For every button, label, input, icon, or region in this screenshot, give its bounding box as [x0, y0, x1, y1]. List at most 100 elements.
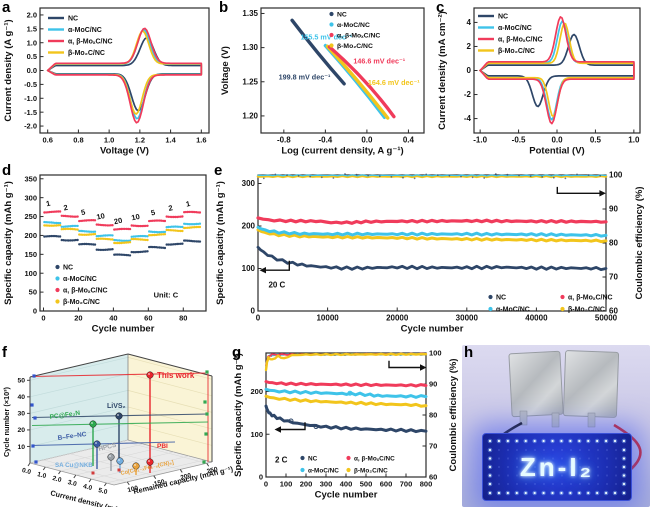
- svg-text:100: 100: [250, 430, 263, 439]
- chart-b-canvas: -0.8 -0.4 0.0 0.4 1.20 1.25 1.30 1.35 Log (curre…: [220, 7, 425, 157]
- svg-text:164.6 mV dec⁻¹: 164.6 mV dec⁻¹: [368, 78, 420, 87]
- svg-text:0.5: 0.5: [590, 136, 602, 145]
- svg-text:0: 0: [467, 66, 472, 75]
- panel-g-letter: g: [232, 344, 242, 361]
- svg-text:30000: 30000: [456, 314, 479, 323]
- svg-text:600: 600: [380, 480, 393, 489]
- svg-text:Cycle number: Cycle number: [401, 324, 464, 335]
- led-dots: [487, 438, 627, 496]
- svg-text:Cycle number: Cycle number: [92, 324, 155, 335]
- svg-text:20 C: 20 C: [268, 281, 285, 290]
- svg-text:NC: NC: [498, 14, 508, 21]
- svg-text:70: 70: [609, 273, 618, 282]
- svg-text:200: 200: [24, 231, 37, 240]
- svg-text:4: 4: [467, 18, 472, 27]
- chart-c-canvas: -1.0 -0.5 0.0 0.5 1.0 -4 -2 0 2 4 Potential (V) Cur…: [437, 7, 641, 157]
- svg-text:NC: NC: [337, 12, 347, 19]
- svg-text:1.20: 1.20: [242, 112, 258, 121]
- panel-g-cycling-2c: 0 100 200 300 400 500 600 700 800 0 100 200 60 70 80 90…: [230, 344, 462, 507]
- svg-text:30: 30: [17, 411, 25, 418]
- svg-text:α-MoC/NC: α-MoC/NC: [68, 27, 102, 34]
- svg-text:1.0: 1.0: [628, 136, 640, 145]
- led-display-board: Zn-I₂: [482, 433, 632, 501]
- svg-text:0: 0: [256, 314, 261, 323]
- svg-text:250: 250: [206, 466, 219, 476]
- svg-text:2.0: 2.0: [52, 475, 63, 484]
- svg-text:2: 2: [63, 203, 69, 213]
- svg-text:155.5 mV dec⁻¹: 155.5 mV dec⁻¹: [300, 32, 352, 41]
- svg-text:100: 100: [609, 171, 623, 180]
- svg-text:0: 0: [259, 473, 263, 482]
- svg-text:α-MoC/NC: α-MoC/NC: [496, 307, 530, 314]
- svg-text:60: 60: [609, 307, 618, 316]
- svg-text:Voltage (V): Voltage (V): [220, 46, 231, 95]
- svg-text:10: 10: [131, 212, 141, 223]
- svg-text:2: 2: [467, 42, 472, 51]
- svg-text:20000: 20000: [386, 314, 409, 323]
- svg-text:0.6: 0.6: [42, 136, 52, 145]
- svg-text:200: 200: [242, 222, 256, 231]
- svg-text:40: 40: [109, 314, 117, 323]
- svg-text:β-Mo₂C/NC: β-Mo₂C/NC: [337, 43, 373, 50]
- svg-text:300: 300: [320, 480, 333, 489]
- svg-text:-1.0: -1.0: [24, 94, 37, 103]
- svg-text:α-MoC/NC: α-MoC/NC: [498, 25, 532, 32]
- svg-text:10000: 10000: [316, 314, 339, 323]
- svg-text:1.35: 1.35: [242, 9, 258, 18]
- svg-text:60: 60: [144, 314, 152, 323]
- panel-d-rate-capability: 0 20 40 60 80 0 50 100 150 200 250 300 350 Cycle numb…: [0, 162, 212, 345]
- svg-text:Coulombic efficiency (%): Coulombic efficiency (%): [448, 359, 459, 472]
- svg-text:350: 350: [24, 174, 37, 183]
- svg-text:1.25: 1.25: [242, 77, 258, 86]
- svg-text:NC: NC: [63, 265, 73, 272]
- svg-text:80: 80: [179, 314, 187, 323]
- svg-text:146.6 mV dec⁻¹: 146.6 mV dec⁻¹: [353, 57, 405, 66]
- svg-text:Specific capacity (mAh g⁻¹): Specific capacity (mAh g⁻¹): [215, 181, 226, 305]
- panel-h-photo: Zn-I₂ h: [462, 344, 650, 507]
- svg-text:1.30: 1.30: [242, 43, 258, 52]
- svg-text:4.0: 4.0: [82, 483, 93, 492]
- svg-text:300: 300: [24, 193, 37, 202]
- svg-text:0.8: 0.8: [73, 136, 83, 145]
- svg-text:150: 150: [24, 250, 37, 259]
- svg-text:-2: -2: [464, 90, 472, 99]
- svg-text:0.0: 0.0: [361, 136, 373, 145]
- svg-text:Cycle number (×10³): Cycle number (×10³): [2, 386, 11, 457]
- svg-text:5: 5: [150, 208, 156, 218]
- panel-e-letter: e: [214, 162, 223, 179]
- svg-text:0: 0: [251, 307, 256, 316]
- svg-text:2: 2: [168, 203, 174, 213]
- svg-text:40: 40: [17, 394, 25, 401]
- svg-text:1: 1: [185, 199, 191, 209]
- svg-text:2 C: 2 C: [275, 455, 288, 464]
- chart-d-canvas: 0 20 40 60 80 0 50 100 150 200 250 300 350 Cycle numb…: [3, 174, 207, 335]
- svg-text:Specific capacity (mAh g⁻¹): Specific capacity (mAh g⁻¹): [3, 181, 14, 305]
- svg-text:-1.5: -1.5: [24, 108, 37, 117]
- svg-text:1.0: 1.0: [27, 38, 37, 47]
- svg-text:1.2: 1.2: [135, 136, 145, 145]
- svg-text:1.0: 1.0: [104, 136, 114, 145]
- svg-text:800: 800: [420, 480, 433, 489]
- svg-text:5: 5: [80, 207, 86, 217]
- svg-text:SA Cu@NKB: SA Cu@NKB: [55, 462, 93, 469]
- svg-text:Log (current density, A g⁻¹): Log (current density, A g⁻¹): [281, 146, 403, 157]
- svg-text:NC: NC: [496, 295, 506, 302]
- svg-text:0.0: 0.0: [21, 467, 32, 476]
- panel-h-letter: h: [464, 344, 474, 361]
- svg-text:β-Mo₂C/NC: β-Mo₂C/NC: [354, 468, 388, 475]
- svg-text:500: 500: [360, 480, 373, 489]
- pouch-cell-photo: Zn-I₂: [462, 345, 650, 507]
- svg-text:This work: This work: [157, 371, 195, 380]
- panel-a-cv-agm: 0.6 0.8 1.0 1.2 1.4 1.6 -2.0 -1.5 -1.0 -0.5 0.0 0.5…: [0, 0, 217, 163]
- svg-text:10: 10: [17, 444, 25, 451]
- svg-text:Unit: C: Unit: C: [154, 290, 179, 299]
- svg-text:200: 200: [250, 387, 263, 396]
- svg-text:β-Mo₂C/NC: β-Mo₂C/NC: [498, 48, 535, 55]
- svg-text:Potential (V): Potential (V): [529, 146, 584, 157]
- svg-text:40000: 40000: [525, 314, 548, 323]
- svg-text:1.5: 1.5: [27, 24, 37, 33]
- svg-text:50: 50: [29, 288, 37, 297]
- svg-text:10: 10: [96, 211, 106, 222]
- svg-text:-2.0: -2.0: [24, 122, 37, 131]
- svg-text:80: 80: [429, 411, 437, 420]
